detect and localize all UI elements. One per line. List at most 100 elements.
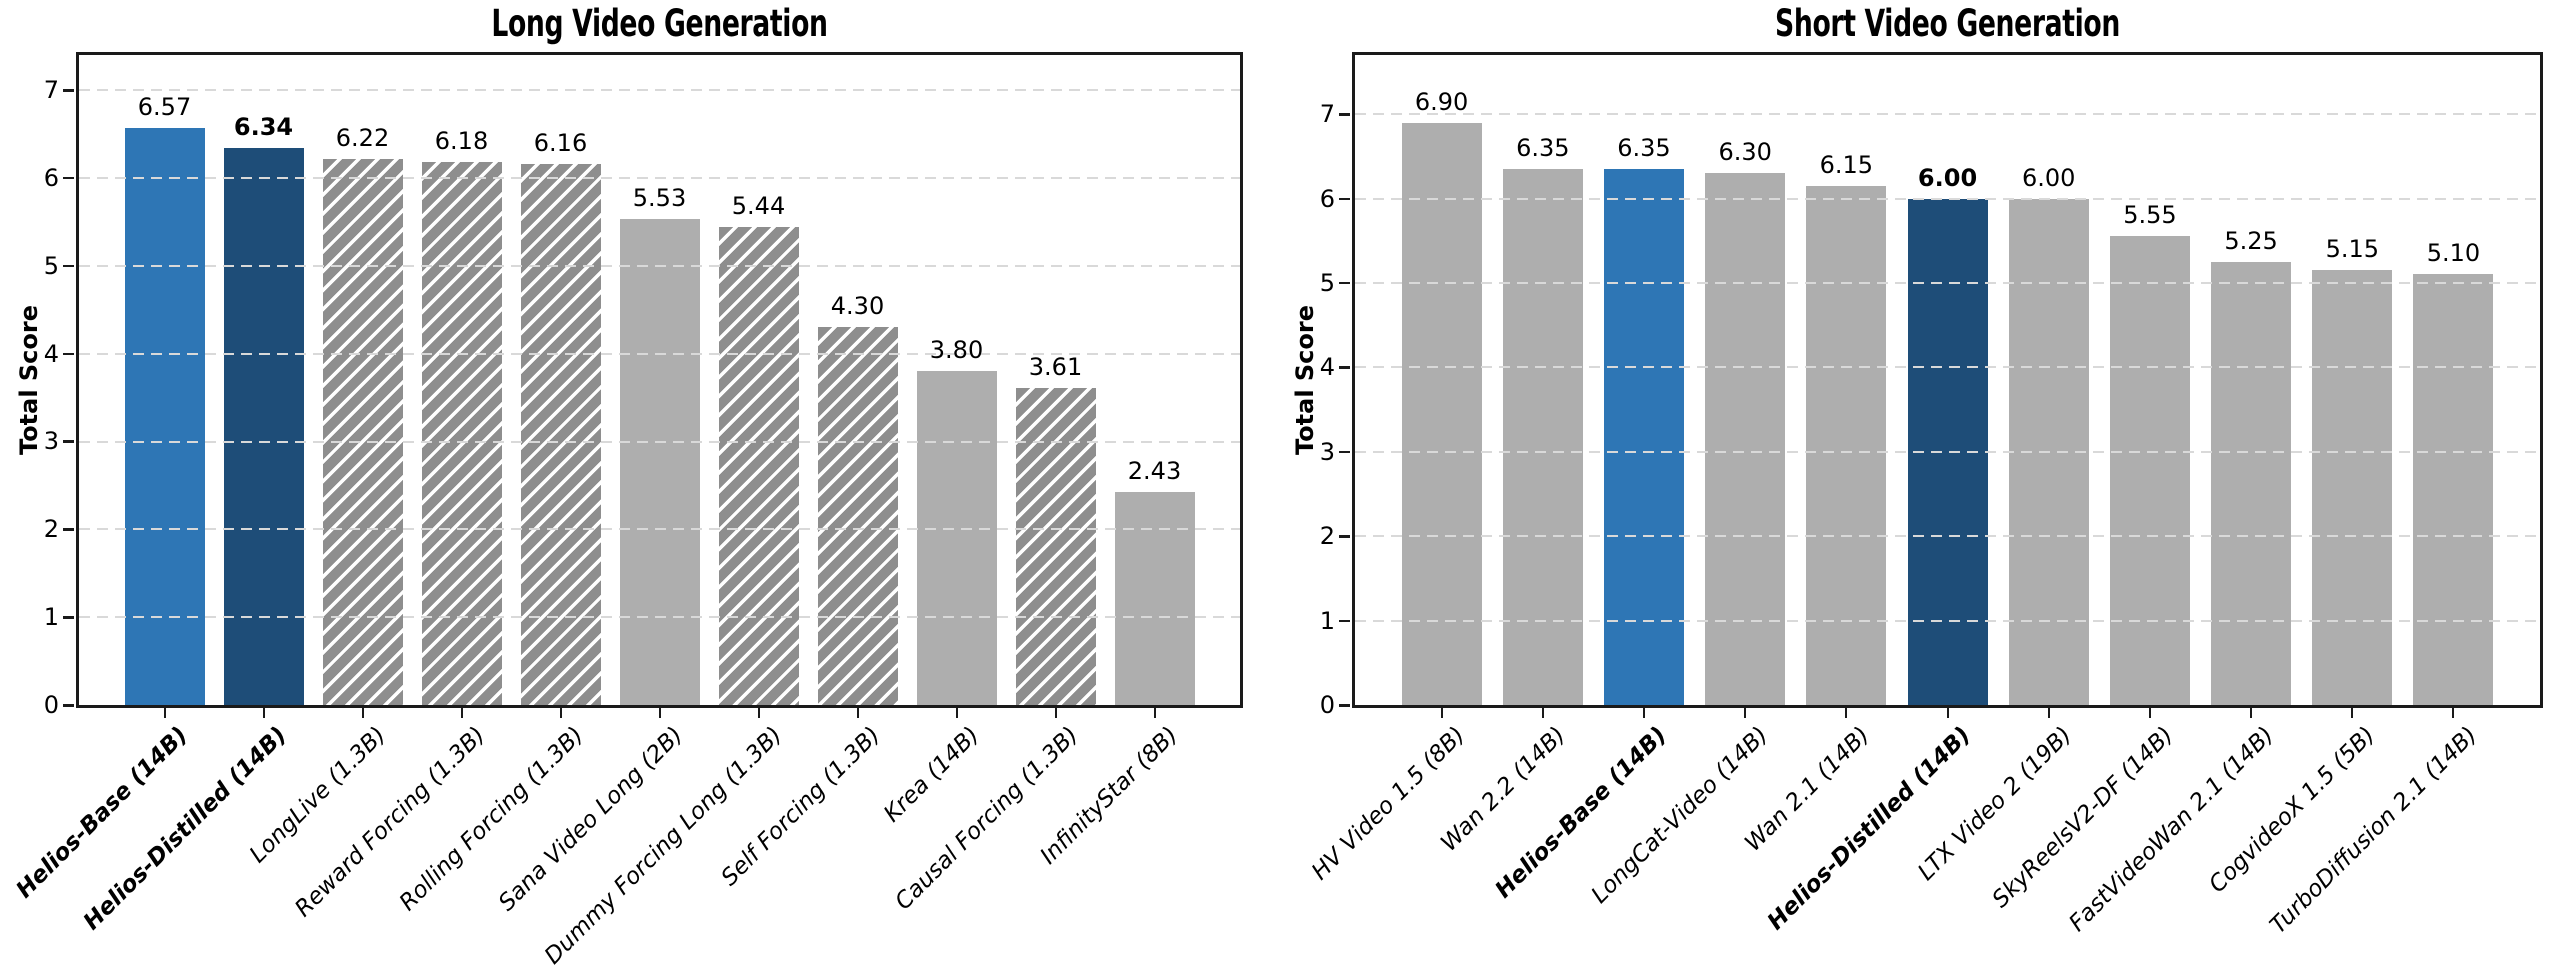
- plot-area: 6.57 Helios-Base (14B) 6.34 Helios-Distille…: [11, 52, 1243, 969]
- gridline: [1355, 197, 2540, 200]
- bar-value-label: 5.53: [632, 184, 687, 212]
- x-tick-mark: [955, 708, 958, 718]
- y-tick-label: 2: [1319, 522, 1335, 551]
- gridline: [1355, 535, 2540, 538]
- y-tick-label: 6: [1319, 184, 1335, 213]
- bar-slot: 5.10 TurboDiffusion 2.1 (14B): [2265, 55, 2504, 939]
- bar-slot: 5.53 Sana Video Long (2B): [494, 55, 709, 916]
- x-tick-label: LongCat-Video (14B): [1586, 722, 1774, 909]
- y-tick-label: 4: [43, 339, 59, 368]
- bar-value-label: 5.25: [2224, 227, 2278, 255]
- bar: [322, 159, 403, 705]
- bar: [223, 148, 304, 705]
- bar: [2413, 274, 2494, 705]
- y-tick-label: 3: [1319, 437, 1335, 466]
- x-tick-label: Rolling Forcing (1.3B): [394, 722, 589, 916]
- x-tick-label: FastVideoWan 2.1 (14B): [2064, 722, 2280, 937]
- y-tick-mark: [1339, 450, 1350, 454]
- bar: [520, 164, 601, 705]
- bar-slot: 6.35 Helios-Base (14B): [1491, 55, 1694, 903]
- y-tick-label: 3: [43, 427, 59, 456]
- y-tick-label: 7: [1319, 100, 1335, 129]
- bar: [421, 162, 502, 705]
- gridline: [1355, 281, 2540, 284]
- bar: [2312, 270, 2393, 705]
- gridline: [79, 176, 1240, 179]
- bar-value-label: 6.34: [233, 113, 294, 141]
- bar-slot: 6.57 Helios-Base (14B): [11, 55, 214, 903]
- x-tick-mark: [163, 708, 166, 718]
- bar: [1603, 169, 1684, 705]
- bar: [916, 371, 997, 705]
- y-tick-mark: [1339, 113, 1350, 116]
- y-tick-label: 0: [43, 691, 59, 719]
- gridline: [1355, 366, 2540, 369]
- chart-title-row: Long Video Generation: [76, 2, 1243, 45]
- gridline: [1355, 113, 2540, 116]
- x-tick-label: Causal Forcing (1.3B): [890, 722, 1084, 916]
- bar-slot: 3.80 Krea (14B): [879, 55, 1006, 827]
- y-axis-label: Total Score: [1291, 304, 1320, 456]
- x-tick-mark: [2047, 708, 2050, 718]
- y-tick-mark: [63, 176, 74, 180]
- y-tick-mark: [63, 352, 74, 356]
- y-tick-mark: [1339, 704, 1350, 707]
- y-tick-mark: [63, 440, 74, 443]
- y-axis-label-box: Total Score: [12, 52, 46, 708]
- y-tick-label: 5: [43, 251, 59, 280]
- y-tick-mark: [63, 89, 74, 92]
- x-tick-label: Helios-Distilled (14B): [1762, 722, 1976, 936]
- bar: [1705, 173, 1786, 705]
- bar-slot: 6.16 Rolling Forcing (1.3B): [395, 55, 610, 916]
- gridline: [1355, 450, 2540, 453]
- x-tick-label: TurboDiffusion 2.1 (14B): [2264, 722, 2482, 940]
- x-tick-mark: [856, 708, 859, 718]
- x-tick-label: Reward Forcing (1.3B): [289, 722, 490, 923]
- bar-slot: 2.43 InfinityStar (8B): [1035, 55, 1204, 870]
- y-axis-label: Total Score: [15, 304, 44, 456]
- y-tick-mark: [63, 264, 74, 268]
- bar-value-label: 5.44: [731, 192, 786, 220]
- y-tick-mark: [1339, 619, 1350, 623]
- x-tick-mark: [2148, 708, 2151, 718]
- gridline: [79, 89, 1240, 92]
- y-tick-mark: [63, 704, 74, 707]
- x-tick-mark: [559, 708, 562, 718]
- bar-value-label: 6.16: [533, 129, 588, 157]
- bar-slot: 6.35 Wan 2.2 (14B): [1437, 55, 1593, 857]
- bar-slot: 5.44 Dummy Forcing Long (1.3B): [539, 55, 808, 969]
- x-tick-mark: [1744, 708, 1747, 718]
- bar: [2211, 262, 2292, 705]
- x-tick-label: Sana Video Long (2B): [493, 722, 688, 917]
- bar-value-label: 6.22: [335, 124, 390, 152]
- x-tick-mark: [1440, 708, 1443, 718]
- plot-area: 6.90 HV Video 1.5 (8B) 6.35 Wan 2.2 (14B) 6.…: [1307, 52, 2543, 939]
- x-tick-mark: [460, 708, 463, 718]
- y-tick-label: 1: [1319, 606, 1335, 635]
- gridline: [79, 264, 1240, 267]
- bar-slot: 5.15 CogvideoX 1.5 (5B): [2205, 55, 2403, 898]
- x-tick-mark: [1946, 708, 1949, 718]
- bar-slot: 3.61 Causal Forcing (1.3B): [891, 55, 1105, 915]
- bar-value-label: 6.35: [1516, 134, 1570, 162]
- x-tick-mark: [361, 708, 364, 718]
- x-tick-label: Helios-Distilled (14B): [78, 722, 292, 936]
- bars-container: 6.90 HV Video 1.5 (8B) 6.35 Wan 2.2 (14B) 6.…: [1307, 55, 2540, 939]
- x-tick-label: HV Video 1.5 (8B): [1306, 722, 1470, 886]
- bar: [1401, 123, 1482, 705]
- x-tick-label: SkyReelsV2-DF (14B): [1987, 722, 2179, 913]
- bar: [817, 327, 898, 705]
- x-tick-label: Helios-Base (14B): [11, 722, 193, 904]
- bar: [1114, 492, 1195, 705]
- x-tick-label: Helios-Base (14B): [1490, 722, 1673, 904]
- chart-title-row: Short Video Generation: [1352, 2, 2543, 45]
- bar-value-label: 5.55: [2123, 201, 2177, 229]
- gridline: [79, 528, 1240, 531]
- bar: [2109, 236, 2190, 705]
- y-tick-label: 1: [43, 603, 59, 632]
- bar-value-label: 6.57: [137, 93, 192, 121]
- bar-slot: 6.22 LongLive (1.3B): [245, 55, 412, 868]
- y-tick-mark: [1339, 197, 1350, 200]
- bar: [1502, 169, 1583, 705]
- y-tick-label: 7: [43, 76, 59, 105]
